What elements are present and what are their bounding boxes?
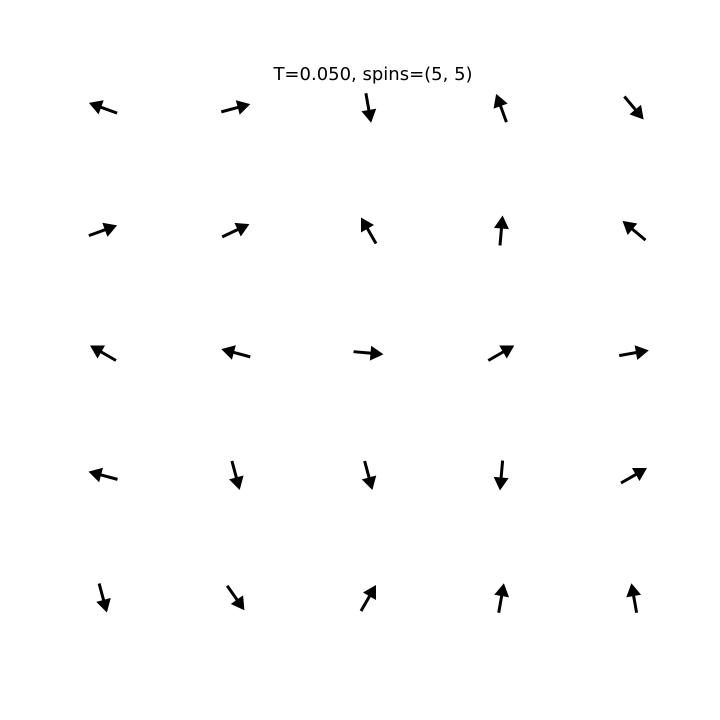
chart-title: T=0.050, spins=(5, 5): [272, 64, 472, 85]
spin-arrow-r4-c4: [623, 95, 644, 120]
spin-arrow-r3-c3: [494, 215, 509, 246]
spin-arrow-r4-c0: [88, 100, 118, 115]
spin-arrow-r2-c2: [353, 345, 384, 361]
spin-arrow-r0-c0: [96, 583, 111, 613]
spin-arrow-r2-c4: [618, 345, 649, 361]
spin-arrow-r0-c4: [626, 583, 642, 614]
spin-arrow-r2-c0: [90, 345, 117, 362]
spin-arrow-r1-c2: [361, 460, 377, 490]
spin-arrow-r1-c4: [620, 468, 647, 485]
spin-arrow-r2-c3: [487, 345, 515, 362]
spin-arrow-r1-c3: [493, 460, 509, 491]
spin-arrow-r4-c3: [493, 93, 508, 123]
spin-arrow-r0-c3: [494, 583, 510, 614]
spin-arrow-r3-c0: [88, 222, 118, 238]
spin-arrow-r1-c0: [88, 467, 118, 483]
spin-arrow-r4-c1: [220, 100, 251, 115]
spin-arrow-r2-c1: [221, 345, 251, 360]
spin-arrow-r0-c1: [225, 584, 245, 611]
spin-arrow-r0-c2: [359, 585, 376, 612]
spin-arrow-r3-c2: [361, 217, 378, 245]
spin-arrow-r1-c1: [229, 460, 244, 490]
spin-arrow-r3-c1: [221, 222, 250, 239]
spin-arrow-r3-c4: [622, 220, 647, 242]
spin-arrow-r4-c2: [361, 92, 377, 123]
arrow-field: [88, 92, 649, 614]
